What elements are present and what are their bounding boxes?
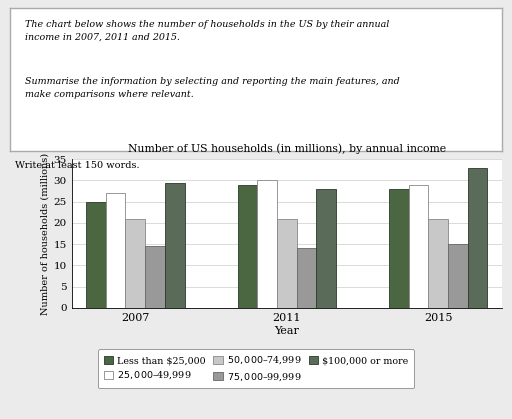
Bar [277, 219, 296, 308]
Bar [389, 189, 409, 308]
Bar [316, 189, 336, 308]
Text: The chart below shows the number of households in the US by their annual
income : The chart below shows the number of hous… [25, 20, 389, 41]
Text: Write at least 150 words.: Write at least 150 words. [15, 161, 140, 170]
Bar [296, 248, 316, 308]
Y-axis label: Number of households (millions): Number of households (millions) [40, 153, 49, 315]
Bar [448, 244, 467, 308]
Bar [467, 168, 487, 308]
Bar [106, 193, 125, 308]
Bar [145, 246, 165, 308]
Bar [257, 181, 277, 308]
Title: Number of US households (in millions), by annual income: Number of US households (in millions), b… [127, 144, 446, 154]
Bar [409, 185, 429, 308]
Legend: Less than $25,000, $25,000–$49,999, $50,000–$74,999, $75,000–$99,999, $100,000 o: Less than $25,000, $25,000–$49,999, $50,… [98, 349, 414, 388]
Bar [238, 185, 257, 308]
Text: Summarise the information by selecting and reporting the main features, and
make: Summarise the information by selecting a… [25, 77, 400, 98]
Bar [86, 202, 106, 308]
Bar [165, 183, 184, 308]
Bar [125, 219, 145, 308]
Bar [429, 219, 448, 308]
X-axis label: Year: Year [274, 326, 299, 336]
